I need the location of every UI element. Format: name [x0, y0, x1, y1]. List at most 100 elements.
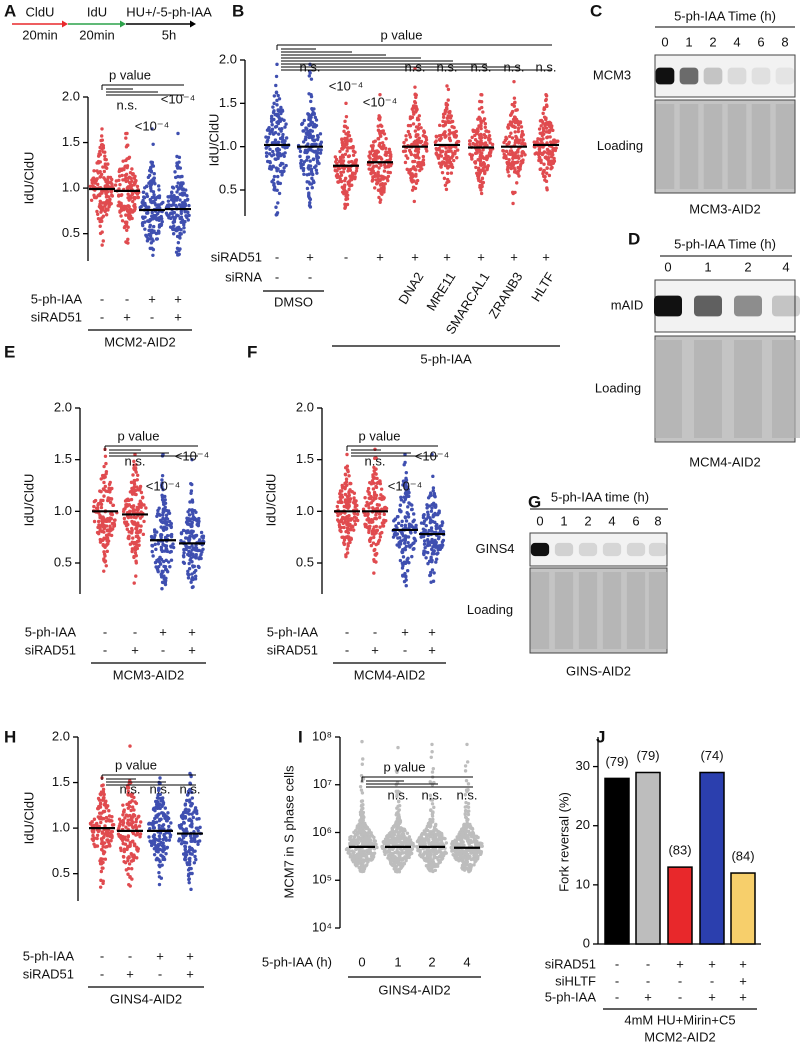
dot [335, 174, 338, 177]
dot [98, 146, 101, 149]
dot [431, 568, 434, 571]
dot [182, 815, 185, 818]
dot [419, 854, 422, 857]
dot [405, 519, 408, 522]
condition-value: + [428, 642, 436, 657]
dot [118, 170, 121, 173]
dot [386, 171, 389, 174]
dot [372, 541, 375, 544]
condition-value: + [156, 948, 164, 963]
dot [156, 196, 159, 199]
condition-value: - [275, 249, 279, 264]
dot [422, 163, 425, 166]
dot [539, 158, 542, 161]
dot [378, 144, 381, 147]
dot [426, 848, 429, 851]
dot [187, 874, 190, 877]
dot [162, 823, 165, 826]
dot [182, 555, 185, 558]
dot [165, 509, 168, 512]
dot [538, 137, 541, 140]
dot [473, 130, 476, 133]
dot [111, 194, 114, 197]
condition-value: - [373, 624, 377, 639]
dot [442, 116, 445, 119]
dot [457, 140, 460, 143]
dot [188, 818, 191, 821]
dot [423, 131, 426, 134]
dot [437, 511, 440, 514]
dot [344, 473, 347, 476]
dot [379, 535, 382, 538]
dot [278, 154, 281, 157]
dot [430, 756, 433, 759]
dot [99, 175, 102, 178]
dot [162, 844, 165, 847]
dot [440, 546, 443, 549]
dot [412, 512, 415, 515]
dot [171, 199, 174, 202]
dot [188, 877, 191, 880]
dot [340, 137, 343, 140]
dot [380, 487, 383, 490]
dot [378, 516, 381, 519]
dot [352, 176, 355, 179]
dot-cloud [533, 93, 560, 191]
dot [141, 202, 144, 205]
dot [479, 119, 482, 122]
dot [420, 521, 423, 524]
dot [103, 201, 106, 204]
dot [430, 509, 433, 512]
dot [265, 151, 268, 154]
dot [426, 538, 429, 541]
dot [150, 544, 153, 547]
dot [379, 134, 382, 137]
dot [185, 210, 188, 213]
dot [445, 84, 448, 87]
dot [376, 181, 379, 184]
dot [320, 141, 323, 144]
dot [130, 799, 133, 802]
dot [435, 557, 438, 560]
dot [406, 168, 409, 171]
dot [274, 206, 277, 209]
dot [364, 524, 367, 527]
dot [342, 535, 345, 538]
dot [408, 835, 411, 838]
dot [338, 529, 341, 532]
dot [275, 63, 278, 66]
y-tick-label: 1.0 [219, 138, 237, 153]
dot [136, 540, 139, 543]
dot [177, 160, 180, 163]
dot [107, 195, 110, 198]
dot [437, 526, 440, 529]
dot [373, 472, 376, 475]
dot [364, 864, 367, 867]
condition-value: + [510, 249, 518, 264]
dot [381, 141, 384, 144]
dot [141, 199, 144, 202]
dot [165, 513, 168, 516]
dot [445, 188, 448, 191]
dot [137, 815, 140, 818]
p-value: n.s. [150, 781, 171, 796]
condition-value: - [308, 269, 312, 284]
panel-letter: H [4, 727, 16, 746]
dot [112, 522, 115, 525]
dot [101, 861, 104, 864]
dot [392, 855, 395, 858]
dot [375, 477, 378, 480]
dot [442, 530, 445, 533]
dot [137, 196, 140, 199]
p-value: <10⁻⁴ [135, 118, 170, 133]
dot [180, 175, 183, 178]
dot [424, 859, 427, 862]
dot [443, 177, 446, 180]
dot [511, 103, 514, 106]
dot [158, 834, 161, 837]
dot [272, 102, 275, 105]
dot [513, 166, 516, 169]
dot [368, 831, 371, 834]
dot [403, 561, 406, 564]
dot [187, 562, 190, 565]
